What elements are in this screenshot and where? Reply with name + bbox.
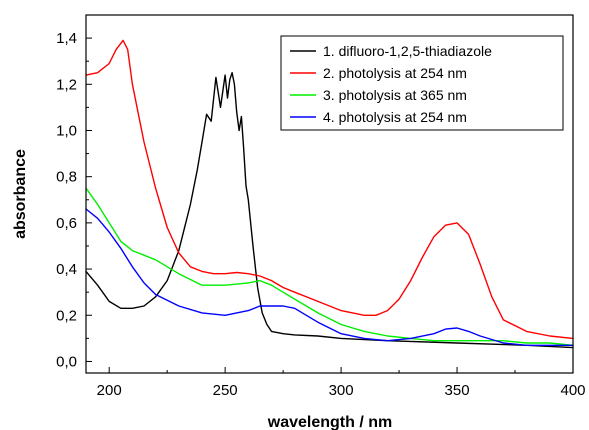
x-tick-label: 400 [560, 382, 585, 399]
y-tick-label: 0,6 [56, 215, 77, 232]
plot-frame [85, 14, 574, 374]
y-tick-label: 1,2 [56, 76, 77, 93]
y-tick-label: 1,0 [56, 122, 77, 139]
legend: 1. difluoro-1,2,5-thiadiazole 2. photolys… [280, 35, 564, 131]
y-tick-label: 0,4 [56, 261, 77, 278]
y-tick-label: 0,2 [56, 307, 77, 324]
x-tick-label: 350 [445, 382, 470, 399]
ticks-layer: 200 250 300 350 400 0,0 0,2 0,4 0,6 0,8 1,0 1,2 1,4 [56, 30, 585, 399]
series-layer [85, 39, 574, 349]
x-axis-title: wavelength / nm [267, 414, 392, 430]
legend-label-3: 3. photolysis at 365 nm [323, 87, 467, 103]
legend-label-2: 2. photolysis at 254 nm [323, 65, 467, 81]
legend-items: 1. difluoro-1,2,5-thiadiazole 2. photolys… [290, 43, 492, 125]
x-tick-label: 250 [213, 382, 238, 399]
legend-box [280, 35, 564, 131]
x-tick-label: 200 [97, 382, 122, 399]
series-line-3 [85, 187, 574, 346]
series-line-1 [85, 71, 574, 349]
y-tick-label: 0,0 [56, 353, 77, 370]
x-tick-label: 300 [329, 382, 354, 399]
legend-label-1: 1. difluoro-1,2,5-thiadiazole [323, 43, 492, 59]
legend-label-4: 4. photolysis at 254 nm [323, 109, 467, 125]
series-line-4 [85, 208, 574, 346]
y-axis-title: absorbance [12, 149, 29, 239]
y-tick-label: 1,4 [56, 30, 77, 47]
y-tick-label: 0,8 [56, 169, 77, 186]
series-line-2 [85, 39, 574, 340]
